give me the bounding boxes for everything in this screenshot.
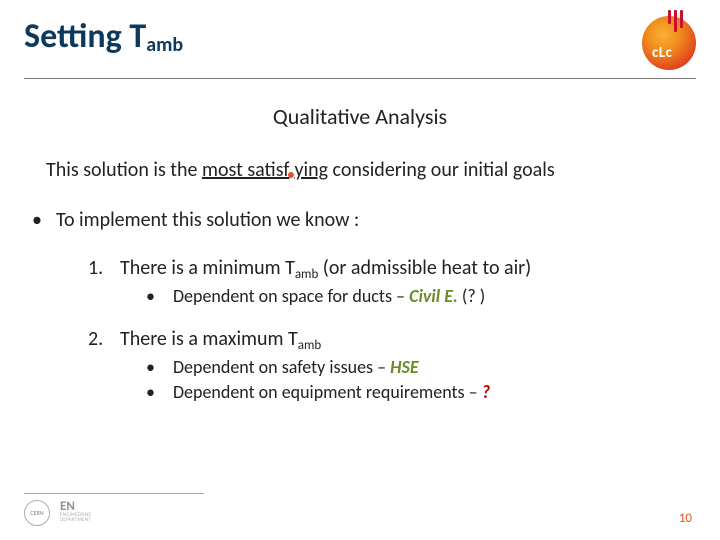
subtitle: Qualitative Analysis xyxy=(24,103,696,130)
sub-bullets: •Dependent on safety issues – HSE•Depend… xyxy=(146,355,696,405)
en-logo-icon: EN ENGINEERING DEPARTMENT xyxy=(60,500,90,526)
sub-bullet: •Dependent on equipment requirements – ? xyxy=(146,380,696,405)
footer-divider xyxy=(24,493,204,494)
satisfying-line: This solution is the most satisfying con… xyxy=(46,158,696,182)
logo-text: cLc xyxy=(652,44,672,62)
sub-bullets: •Dependent on space for ducts – Civil E.… xyxy=(146,284,696,309)
footer: CERN EN ENGINEERING DEPARTMENT xyxy=(24,500,696,526)
list-item: 2.There is a maximum Tamb xyxy=(88,327,696,351)
bullet-dot-icon: • xyxy=(32,208,42,232)
footer-logos: CERN EN ENGINEERING DEPARTMENT xyxy=(24,500,696,526)
header: Setting Tamb cLc xyxy=(24,18,696,72)
clc-logo: cLc xyxy=(638,14,696,72)
numbered-list: 1.There is a minimum Tamb (or admissible… xyxy=(88,256,696,406)
title-subscript: amb xyxy=(146,33,183,57)
list-item: 1.There is a minimum Tamb (or admissible… xyxy=(88,256,696,280)
bullet-dot-icon: • xyxy=(146,380,155,405)
slide: Setting Tamb cLc Qualitative Analysis Th… xyxy=(0,0,720,540)
bullet-main: • To implement this solution we know : xyxy=(32,208,696,232)
bullet-dot-icon: • xyxy=(146,284,155,309)
title-divider xyxy=(24,78,696,79)
cern-logo-icon: CERN xyxy=(24,500,50,526)
title-main: Setting T xyxy=(24,16,146,57)
sub-bullet: •Dependent on safety issues – HSE xyxy=(146,355,696,380)
slide-title: Setting Tamb xyxy=(24,18,183,55)
bullets: • To implement this solution we know : xyxy=(32,208,696,232)
bullet-dot-icon: • xyxy=(146,355,155,380)
sub-bullet: •Dependent on space for ducts – Civil E.… xyxy=(146,284,696,309)
page-number: 10 xyxy=(679,511,692,526)
